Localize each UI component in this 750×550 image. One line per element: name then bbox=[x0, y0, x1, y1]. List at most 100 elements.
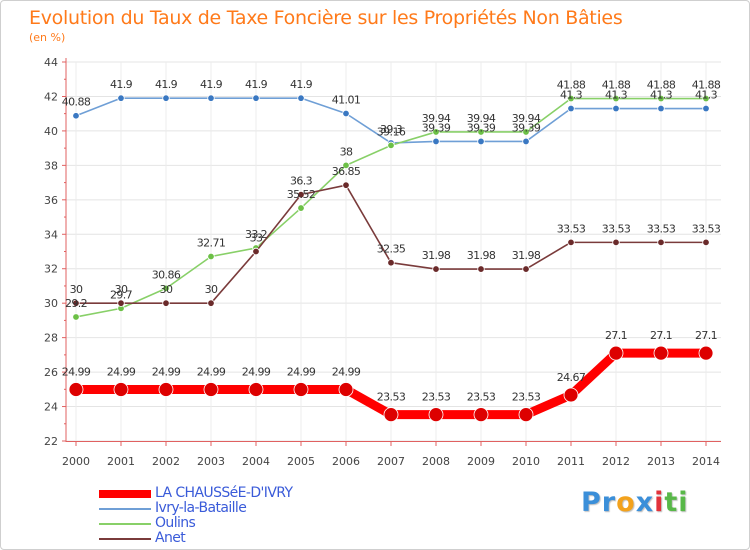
data-label: 31.98 bbox=[422, 249, 451, 262]
data-point bbox=[657, 238, 665, 247]
data-label: 33.53 bbox=[557, 222, 586, 235]
logo-letter: x bbox=[635, 487, 655, 518]
data-label: 40.88 bbox=[62, 96, 91, 109]
legend-item-la-chaussee-d-ivry[interactable]: LA CHAUSSéE-D'IVRY bbox=[99, 485, 359, 502]
data-label: 33 bbox=[250, 232, 263, 245]
y-tick-label: 34 bbox=[44, 228, 58, 241]
y-tick-label: 32 bbox=[44, 263, 58, 276]
data-label: 39.39 bbox=[467, 121, 496, 134]
logo-letter: P bbox=[581, 487, 602, 518]
data-point bbox=[207, 299, 215, 307]
y-tick-label: 38 bbox=[44, 159, 58, 172]
data-point bbox=[68, 382, 84, 397]
data-point bbox=[158, 382, 174, 397]
data-point bbox=[522, 265, 530, 273]
data-point bbox=[117, 94, 125, 102]
data-label: 23.53 bbox=[467, 391, 496, 404]
data-label: 24.67 bbox=[557, 371, 586, 384]
data-label: 41.9 bbox=[245, 78, 268, 91]
data-label: 41.9 bbox=[110, 78, 133, 91]
data-label: 23.53 bbox=[377, 391, 406, 404]
x-tick-label: 2009 bbox=[467, 455, 495, 468]
legend-item-ivry-la-bataille[interactable]: Ivry-la-Bataille bbox=[99, 500, 359, 517]
data-point bbox=[203, 382, 219, 397]
data-label: 27.1 bbox=[605, 329, 627, 342]
data-point bbox=[477, 265, 485, 273]
data-point bbox=[612, 94, 620, 103]
legend: LA CHAUSSéE-D'IVRY Ivry-la-Bataille Ouli… bbox=[99, 485, 359, 547]
legend-label: Ivry-la-Bataille bbox=[155, 500, 247, 516]
data-label: 24.99 bbox=[242, 365, 271, 378]
y-tick-label: 22 bbox=[44, 435, 58, 448]
data-label: 38 bbox=[340, 145, 353, 158]
x-tick-label: 2003 bbox=[197, 455, 225, 468]
data-point bbox=[702, 94, 710, 103]
data-label: 32.35 bbox=[377, 243, 406, 256]
data-label: 30 bbox=[115, 283, 128, 296]
data-point bbox=[342, 181, 350, 189]
x-tick-label: 2013 bbox=[647, 455, 675, 468]
data-point bbox=[293, 382, 309, 397]
data-label: 41.9 bbox=[290, 78, 313, 91]
data-label: 41.3 bbox=[695, 89, 718, 102]
data-point bbox=[162, 284, 170, 293]
axes: 22 24 26 28 30 32 34 36 38 40 42 44 2000 2001 2002 2003… bbox=[44, 56, 721, 468]
x-tick-label: 2011 bbox=[557, 455, 585, 468]
data-point bbox=[387, 258, 395, 267]
y-tick-label: 44 bbox=[44, 56, 58, 69]
x-tick-label: 2008 bbox=[422, 455, 450, 468]
data-point bbox=[477, 137, 485, 146]
data-point bbox=[207, 252, 215, 261]
data-label: 24.99 bbox=[332, 365, 361, 378]
data-point bbox=[563, 387, 579, 403]
legend-swatch-oulins bbox=[99, 523, 151, 525]
data-point bbox=[698, 345, 714, 361]
data-point bbox=[518, 407, 534, 423]
data-point bbox=[113, 382, 129, 397]
legend-item-anet[interactable]: Anet bbox=[99, 530, 359, 547]
data-point bbox=[72, 299, 80, 307]
data-label: 39.94 bbox=[422, 112, 451, 125]
data-label: 41.3 bbox=[605, 89, 628, 102]
y-tick-label: 40 bbox=[44, 125, 58, 138]
x-tick-label: 2006 bbox=[332, 455, 360, 468]
data-point bbox=[162, 299, 170, 307]
x-tick-label: 2002 bbox=[152, 455, 180, 468]
data-point bbox=[297, 204, 305, 212]
data-point bbox=[567, 238, 575, 247]
legend-swatch-ivry-la-bataille bbox=[99, 508, 151, 510]
data-label: 29.7 bbox=[110, 288, 133, 301]
x-tick-label: 2005 bbox=[287, 455, 315, 468]
data-point bbox=[567, 104, 575, 113]
data-point bbox=[162, 94, 170, 102]
data-point bbox=[567, 94, 575, 103]
data-point bbox=[702, 104, 710, 113]
data-point bbox=[522, 137, 530, 146]
data-point bbox=[342, 161, 350, 170]
data-label: 24.99 bbox=[107, 365, 136, 378]
data-label: 39.3 bbox=[380, 123, 403, 136]
legend-label: Oulins bbox=[155, 515, 196, 531]
data-point bbox=[342, 109, 350, 118]
data-label: 24.99 bbox=[62, 365, 91, 378]
data-point bbox=[428, 407, 444, 423]
data-point bbox=[657, 94, 665, 103]
data-label: 41.88 bbox=[602, 79, 631, 92]
legend-swatch-anet bbox=[99, 538, 151, 540]
data-label: 41.9 bbox=[200, 78, 223, 91]
data-label: 32.71 bbox=[197, 236, 226, 249]
data-point bbox=[473, 407, 489, 423]
legend-label: Anet bbox=[155, 530, 186, 546]
legend-item-oulins[interactable]: Oulins bbox=[99, 515, 359, 532]
x-tick-label: 2014 bbox=[692, 455, 720, 468]
data-point bbox=[207, 94, 215, 102]
data-label: 41.01 bbox=[332, 94, 361, 107]
data-label: 41.9 bbox=[155, 78, 178, 91]
series-oulins bbox=[72, 94, 710, 321]
y-tick-label: 28 bbox=[44, 332, 58, 345]
x-tick-label: 2004 bbox=[242, 455, 270, 468]
data-point bbox=[612, 104, 620, 113]
data-point bbox=[432, 137, 440, 146]
